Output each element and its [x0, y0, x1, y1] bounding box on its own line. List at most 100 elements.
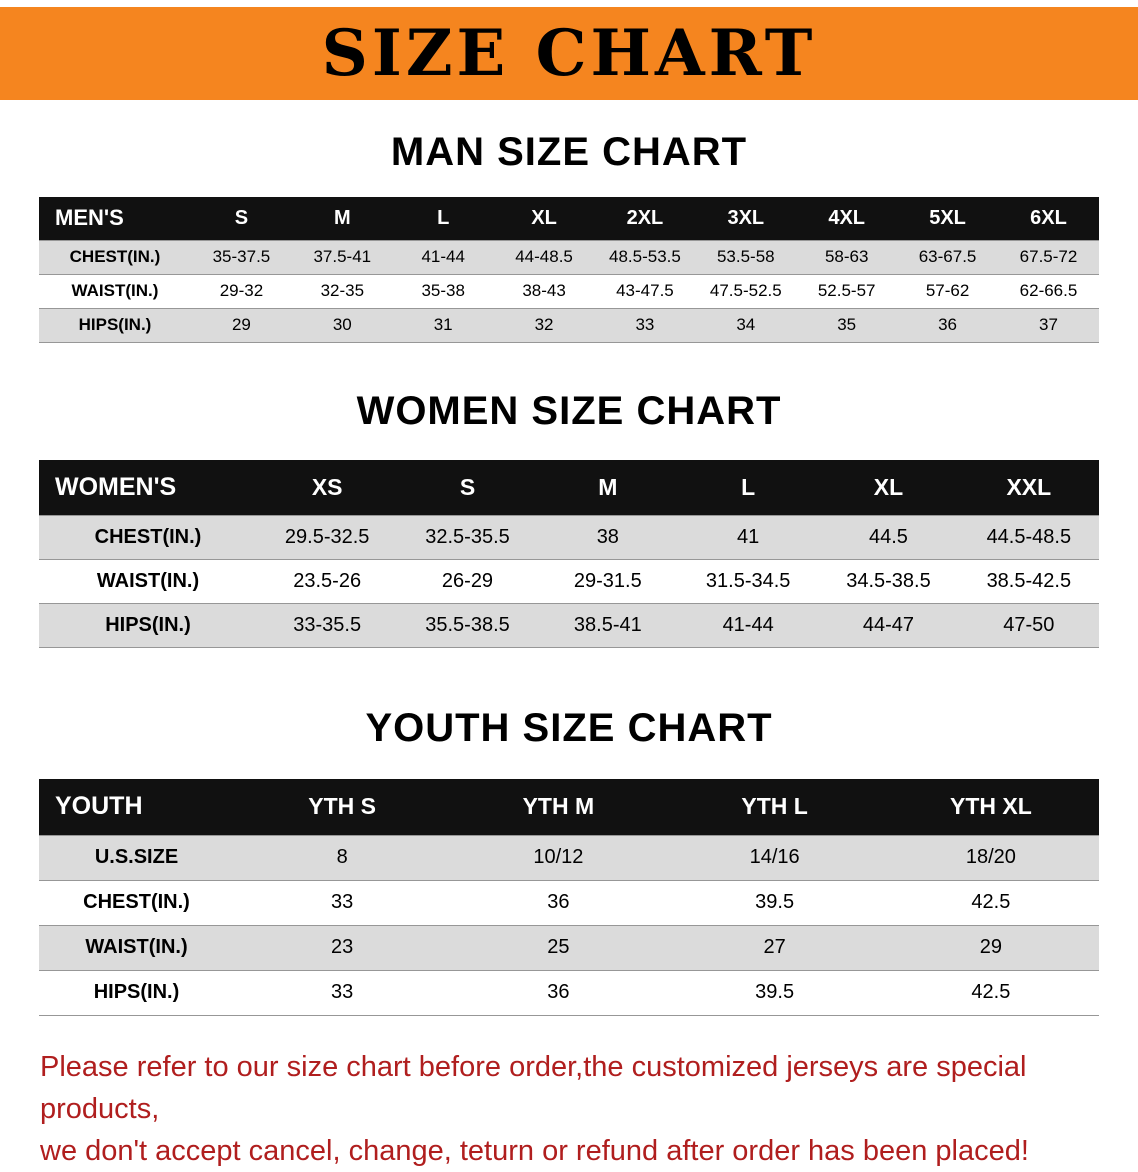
- size-header-cell: XL: [818, 459, 959, 516]
- row-label-cell: HIPS(IN.): [78, 315, 152, 334]
- size-header-cell: YTH L: [666, 779, 883, 835]
- row-label-cell: WAIST(IN.): [71, 281, 159, 300]
- size-header-cell: YTH XL: [882, 779, 1099, 835]
- value-cell: 67.5-72: [1019, 247, 1078, 266]
- value-cell: 38-43: [522, 281, 566, 300]
- table-row: CHEST(IN.) 33 36 39.5 42.5: [39, 880, 1099, 925]
- value-cell: 43-47.5: [616, 281, 674, 300]
- value-cell: 34: [736, 315, 756, 334]
- table-row: CHEST(IN.) 29.5-32.5 32.5-35.5 38 41 44.5 44.5…: [39, 515, 1099, 560]
- size-header-cell: S: [191, 197, 292, 240]
- size-header-cell: YTH S: [234, 779, 451, 835]
- value-cell: 41-44: [722, 614, 774, 636]
- banner: SIZE CHART: [0, 7, 1138, 100]
- value-cell: 23: [331, 936, 354, 958]
- size-header-cell: 6XL: [998, 197, 1099, 240]
- value-cell: 30: [332, 315, 352, 334]
- value-cell: 23.5-26: [293, 570, 362, 592]
- size-header-cell: L: [677, 459, 819, 516]
- value-cell: 35: [837, 315, 857, 334]
- size-header-cell: L: [392, 197, 494, 240]
- value-cell: 31.5-34.5: [705, 570, 791, 592]
- value-cell: 47-50: [1003, 614, 1055, 636]
- row-label-cell: WAIST(IN.): [96, 570, 200, 592]
- size-header-cell: YTH M: [450, 779, 667, 835]
- value-cell: 48.5-53.5: [609, 247, 681, 266]
- table-header-row: WOMEN'S XS S M L XL XXL: [39, 459, 1099, 516]
- row-label-cell: WAIST(IN.): [85, 936, 188, 958]
- size-header-cell: 5XL: [897, 197, 998, 240]
- value-cell: 29-31.5: [573, 570, 642, 592]
- value-cell: 52.5-57: [817, 281, 876, 300]
- youth-chart-heading: YOUTH SIZE CHART: [365, 706, 773, 750]
- disclaimer: Please refer to our size chart before or…: [40, 1046, 1100, 1172]
- value-cell: 42.5: [971, 981, 1011, 1003]
- value-cell: 41-44: [421, 247, 465, 266]
- value-cell: 27: [763, 936, 786, 958]
- table-row: WAIST(IN.) 29-32 32-35 35-38 38-43 43-47.5 47.…: [39, 274, 1099, 308]
- page-title: SIZE CHART: [321, 15, 817, 91]
- value-cell: 8: [336, 846, 348, 868]
- value-cell: 38: [596, 526, 619, 548]
- row-label-cell: CHEST(IN.): [69, 247, 161, 266]
- table-row: HIPS(IN.) 33-35.5 35.5-38.5 38.5-41 41-44 44-…: [39, 603, 1099, 648]
- value-cell: 53.5-58: [716, 247, 775, 266]
- size-header-cell: S: [397, 459, 538, 516]
- women-chart-heading: WOMEN SIZE CHART: [356, 388, 782, 433]
- row-label-cell: HIPS(IN.): [105, 614, 191, 636]
- value-cell: 34.5-38.5: [846, 570, 931, 592]
- value-cell: 33-35.5: [293, 614, 362, 636]
- value-cell: 42.5: [971, 891, 1011, 913]
- value-cell: 44.5-48.5: [986, 526, 1072, 548]
- size-header-cell: 2XL: [594, 197, 696, 240]
- value-cell: 32.5-35.5: [425, 526, 510, 548]
- size-header-cell: XS: [257, 459, 398, 516]
- value-cell: 32: [534, 315, 554, 334]
- value-cell: 39.5: [755, 891, 795, 913]
- value-cell: 33: [635, 315, 655, 334]
- value-cell: 29: [231, 315, 251, 334]
- value-cell: 37.5-41: [313, 247, 372, 266]
- size-header-cell: M: [291, 197, 393, 240]
- table-row: WAIST(IN.) 23.5-26 26-29 29-31.5 31.5-34.5 34…: [39, 559, 1099, 604]
- youth-size-table: YOUTH YTH S YTH M YTH L YTH XL U.S.SIZE 8 10/12…: [39, 779, 1099, 1016]
- table-row: CHEST(IN.) 35-37.5 37.5-41 41-44 44-48.5 48.5…: [39, 240, 1099, 274]
- value-cell: 39.5: [755, 981, 795, 1003]
- value-cell: 35-38: [421, 281, 465, 300]
- women-size-table: WOMEN'S XS S M L XL XXL CHEST(IN.) 29.5-32.5 32.5…: [39, 459, 1099, 649]
- size-chart-page: SIZE CHART MAN SIZE CHART MEN'S S M L XL 2XL 3…: [0, 7, 1138, 1172]
- value-cell: 36: [938, 315, 958, 334]
- value-cell: 38.5-42.5: [986, 570, 1072, 592]
- table-header-row: MEN'S S M L XL 2XL 3XL 4XL 5XL 6XL: [39, 197, 1099, 240]
- value-cell: 41: [737, 526, 760, 548]
- table-row: HIPS(IN.) 29 30 31 32 33 34 35 36 37: [39, 308, 1099, 342]
- value-cell: 14/16: [749, 846, 800, 868]
- men-size-table: MEN'S S M L XL 2XL 3XL 4XL 5XL 6XL CHEST(IN.) 35-37…: [39, 197, 1099, 343]
- row-label-cell: U.S.SIZE: [94, 846, 179, 868]
- value-cell: 31: [433, 315, 453, 334]
- value-cell: 44.5: [869, 526, 908, 548]
- women-section: WOMEN SIZE CHART WOMEN'S XS S M L XL XXL CHEST(…: [0, 389, 1138, 649]
- value-cell: 32-35: [320, 281, 365, 300]
- row-label-cell: CHEST(IN.): [94, 526, 202, 548]
- value-cell: 36: [547, 891, 570, 913]
- value-cell: 37: [1039, 315, 1058, 334]
- size-header-cell: 3XL: [695, 197, 797, 240]
- size-header-cell: 4XL: [796, 197, 898, 240]
- value-cell: 33: [331, 891, 354, 913]
- value-cell: 29.5-32.5: [284, 526, 370, 548]
- table-row: U.S.SIZE 8 10/12 14/16 18/20: [39, 835, 1099, 880]
- men-section: MAN SIZE CHART MEN'S S M L XL 2XL 3XL 4XL 5XL 6XL…: [0, 130, 1138, 343]
- table-header-row: YOUTH YTH S YTH M YTH L YTH XL: [39, 779, 1099, 835]
- disclaimer-line-1: Please refer to our size chart before or…: [40, 1050, 1027, 1125]
- value-cell: 62-66.5: [1019, 281, 1078, 300]
- table-title-cell: YOUTH: [39, 779, 234, 835]
- value-cell: 47.5-52.5: [709, 281, 782, 300]
- value-cell: 25: [547, 936, 570, 958]
- youth-section: YOUTH SIZE CHART YOUTH YTH S YTH M YTH L YTH…: [0, 706, 1138, 1016]
- value-cell: 29: [979, 936, 1002, 958]
- value-cell: 35-37.5: [212, 247, 271, 266]
- men-chart-heading: MAN SIZE CHART: [390, 130, 748, 174]
- value-cell: 33: [331, 981, 354, 1003]
- value-cell: 63-67.5: [918, 247, 977, 266]
